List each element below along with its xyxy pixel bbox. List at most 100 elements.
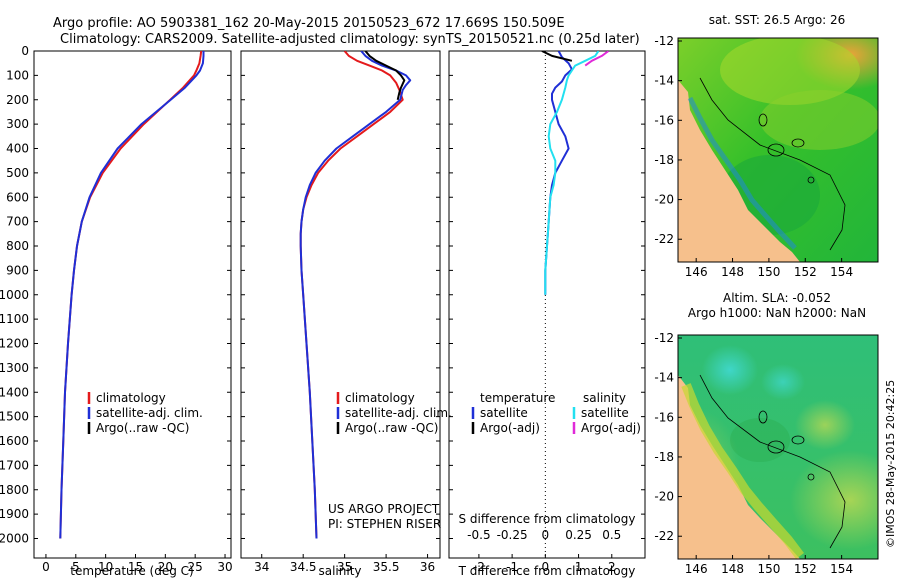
lat-tick-label: -20 [654,193,674,207]
depth-tick-label: 400 [6,142,29,156]
depth-tick-label: 2000 [0,532,29,546]
s-tick-label: 0 [542,528,550,542]
lon-tick-label: 146 [685,562,708,576]
x-tick-label: 30 [217,560,232,574]
lon-tick-label: 148 [721,265,744,279]
temperature-xlabel: temperature (deg C) [70,564,193,578]
temperature-legend: climatology satellite-adj. clim. Argo(..… [87,391,203,435]
depth-tick-label: 1500 [0,410,29,424]
s-tick-label: -0.5 [467,528,490,542]
depth-tick-label: 0 [21,44,29,58]
salinity-legend: climatology satellite-adj. clim. Argo(..… [336,391,452,435]
salinity-xaxis: 34 34.5 35 35.5 36 [254,554,435,574]
land [678,80,800,262]
x-tick-label: 36 [420,560,435,574]
depth-tick-label: 1600 [0,434,29,448]
salinity-panel-frame [240,50,441,559]
series-line-t-satellite [544,51,573,295]
lon-tick-label: 152 [794,265,817,279]
sla-map-frame [677,334,879,560]
series-line-satellite-adj-clim- [59,51,205,539]
sst-map [678,38,878,262]
lon-tick-label: 150 [757,562,780,576]
x-tick-label: 0 [42,560,50,574]
x-tick-label: 15 [128,560,143,574]
temperature-series [59,51,205,539]
sla-map-title2: Argo h1000: NaN h2000: NaN [688,306,866,320]
s-tick-label: 0.25 [565,528,592,542]
difference-panel-frame [448,50,646,559]
x-tick-label: 35 [337,560,352,574]
salinity-xlabel: salinity [318,564,361,578]
legend-label-satellite: satellite-adj. clim. [96,406,203,420]
sst-map-frame [677,37,879,263]
header-line1: Argo profile: AO 5903381_162 20-May-2015… [53,16,565,31]
depth-tick-label: 1000 [0,288,29,302]
lat-tick-label: -22 [654,529,674,543]
x-tick-label: 1 [575,560,583,574]
lat-tick-label: -14 [654,74,674,88]
s-difference-label: S difference from climatology [459,512,636,526]
x-tick-label: -2 [473,560,485,574]
series-line-s-satellite [544,51,600,295]
lon-tick-label: 152 [794,562,817,576]
lon-tick-label: 148 [721,562,744,576]
pi-credit: PI: STEPHEN RISER [328,517,441,531]
header-line2: Climatology: CARS2009. Satellite-adjuste… [60,32,640,47]
lon-tick-label: 150 [757,265,780,279]
lat-tick-label: -18 [654,153,674,167]
depth-axis: 0 100 200 300 400 500 600 700 800 900 1000 1100 1200… [0,44,645,546]
lat-tick-label: -12 [654,34,674,48]
series-line-t-argo-adj- [541,51,573,62]
sla-map-axes: -12 -14 -16 -18 -20 -22 146 148 150 152 154 [654,331,853,576]
lat-tick-label: -12 [654,331,674,345]
depth-tick-label: 1700 [0,458,29,472]
depth-tick-label: 700 [6,215,29,229]
depth-tick-label: 200 [6,93,29,107]
depth-tick-label: 1900 [0,507,29,521]
legend-label-t-argo: Argo(-adj) [480,421,540,435]
lat-tick-label: -18 [654,450,674,464]
legend-title-temperature: temperature [480,391,555,405]
s-tick-label: 0.5 [602,528,621,542]
legend-label-s-satellite: satellite [581,406,629,420]
depth-tick-label: 900 [6,263,29,277]
series-line-climatology [59,51,203,539]
lat-tick-label: -22 [654,232,674,246]
x-tick-label: 34 [254,560,269,574]
legend-label-s-argo: Argo(-adj) [581,421,641,435]
timestamp: ©IMOS 28-May-2015 20:42:25 [884,380,897,548]
sst-map-title: sat. SST: 26.5 Argo: 26 [709,13,846,27]
sst-map-axes: -12 -14 -16 -18 -20 -22 146 148 150 152 154 [654,34,853,279]
legend-title-salinity: salinity [583,391,626,405]
land [678,375,800,559]
x-tick-label: 10 [98,560,113,574]
sla-map-title1: Altim. SLA: -0.052 [723,291,831,305]
s-tick-label: -0.25 [497,528,528,542]
depth-tick-label: 1200 [0,337,29,351]
lat-tick-label: -14 [654,371,674,385]
lat-tick-label: -16 [654,113,674,127]
x-tick-label: 35.5 [373,560,400,574]
depth-tick-label: 800 [6,239,29,253]
series-line-argo-raw-qc- [364,51,406,101]
legend-label-climatology: climatology [96,391,166,405]
project-credit: US ARGO PROJECT [328,502,440,516]
depth-tick-label: 1800 [0,483,29,497]
x-tick-label: 25 [188,560,203,574]
difference-legend: temperature salinity satellite Argo(-adj… [471,391,641,435]
depth-tick-label: 1400 [0,385,29,399]
x-tick-label: -1 [506,560,518,574]
lat-tick-label: -20 [654,490,674,504]
temperature-panel-frame [33,50,232,559]
x-tick-label: 20 [158,560,173,574]
depth-tick-label: 500 [6,166,29,180]
depth-tick-label: 600 [6,190,29,204]
legend-label-argo: Argo(..raw -QC) [345,421,438,435]
depth-tick-label: 1100 [0,312,29,326]
lon-tick-label: 146 [685,265,708,279]
lat-tick-label: -16 [654,410,674,424]
x-tick-label: 34.5 [290,560,317,574]
lon-tick-label: 154 [830,265,853,279]
series-line-s-argo-adj- [584,51,610,67]
